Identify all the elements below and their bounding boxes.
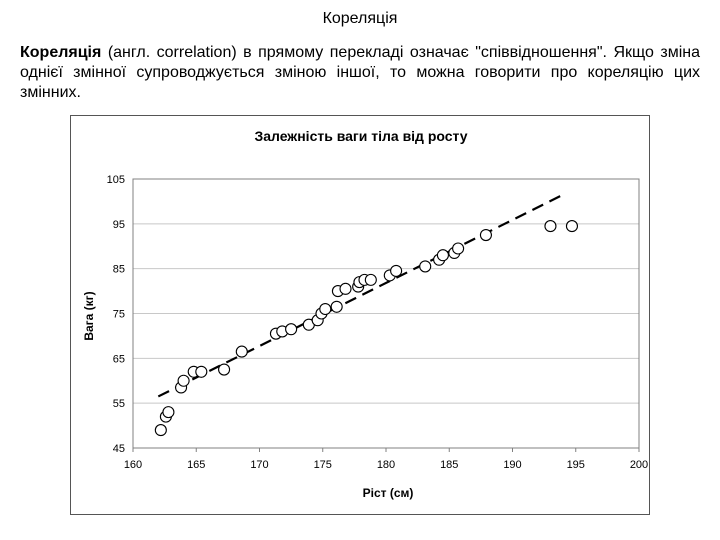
- x-axis-label: Ріст (см): [363, 486, 414, 500]
- intro-term: Кореляція: [20, 44, 102, 61]
- trendline: [157, 193, 564, 398]
- data-point: [162, 406, 175, 419]
- page-title: Кореляція: [322, 10, 398, 27]
- x-tick-label: 160: [124, 459, 142, 471]
- data-point: [285, 323, 298, 336]
- data-point: [177, 374, 190, 387]
- x-tick-label: 190: [503, 459, 521, 471]
- data-point: [544, 220, 557, 233]
- x-tick-label: 175: [314, 459, 332, 471]
- data-point: [218, 363, 231, 376]
- y-axis-label: Вага (кг): [82, 291, 96, 340]
- data-point: [195, 365, 208, 378]
- data-point: [436, 249, 449, 262]
- y-tick-label: 45: [113, 443, 125, 455]
- y-tick-label: 105: [107, 174, 125, 186]
- data-point: [154, 424, 167, 437]
- x-tick-label: 180: [377, 459, 395, 471]
- data-point: [339, 282, 352, 295]
- data-point: [364, 273, 377, 286]
- x-tick-label: 185: [440, 459, 458, 471]
- y-tick-label: 95: [113, 219, 125, 231]
- data-point: [479, 228, 492, 242]
- data-point: [235, 345, 248, 358]
- data-point: [319, 302, 332, 316]
- y-tick-label: 65: [113, 353, 125, 365]
- data-point: [452, 242, 465, 255]
- chart-title: Залежність ваги тіла від росту: [254, 128, 467, 144]
- chart-frame: Залежність ваги тіла від росту Ріст (см)…: [70, 115, 650, 515]
- x-tick-label: 170: [250, 459, 268, 471]
- intro-paragraph: Кореляція (англ. correlation) в прямому …: [20, 43, 700, 103]
- scatter-chart: Залежність ваги тіла від росту Ріст (см)…: [82, 128, 648, 500]
- x-tick-label: 195: [567, 459, 585, 471]
- data-point: [330, 300, 343, 313]
- intro-text: (англ. correlation) в прямому перекладі …: [20, 44, 700, 101]
- data-point: [390, 264, 403, 277]
- y-tick-label: 85: [113, 264, 125, 276]
- data-point: [565, 220, 579, 233]
- y-tick-label: 75: [113, 309, 125, 321]
- x-tick-label: 200: [630, 459, 648, 471]
- x-tick-label: 165: [187, 459, 205, 471]
- data-point: [419, 260, 432, 273]
- y-tick-label: 55: [113, 398, 125, 410]
